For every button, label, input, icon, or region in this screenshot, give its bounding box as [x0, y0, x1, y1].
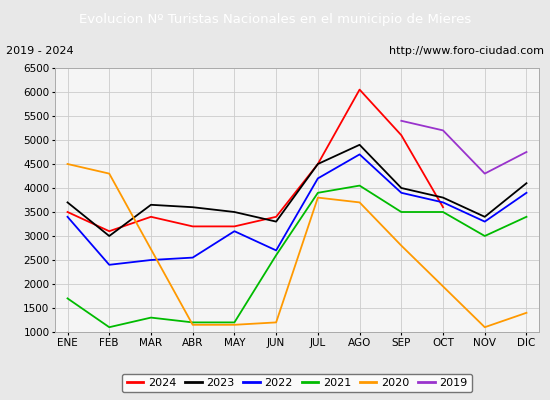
Text: Evolucion Nº Turistas Nacionales en el municipio de Mieres: Evolucion Nº Turistas Nacionales en el m… — [79, 12, 471, 26]
Text: 2019 - 2024: 2019 - 2024 — [6, 46, 73, 56]
Legend: 2024, 2023, 2022, 2021, 2020, 2019: 2024, 2023, 2022, 2021, 2020, 2019 — [122, 374, 472, 392]
Text: http://www.foro-ciudad.com: http://www.foro-ciudad.com — [389, 46, 544, 56]
